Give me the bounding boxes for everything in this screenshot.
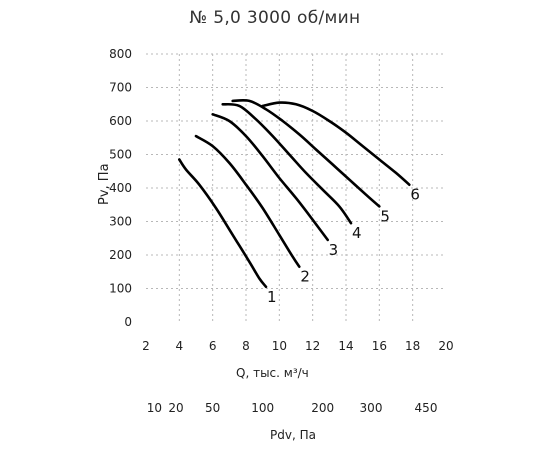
y-tick-label-6: 600 [109,114,132,128]
curve-1 [178,158,268,289]
pdv-tick-label-4: 200 [311,401,334,415]
y-tick-label-4: 400 [109,181,132,195]
x-tick-label-8: 18 [405,339,420,353]
x-tick-label-5: 12 [305,339,320,353]
pdv-axis-ticks: 10 20 50 100 200 300 450 [147,401,438,415]
y-tick-label-7: 700 [109,81,132,95]
secondary-axis-label: Pdv, Па [270,428,316,442]
curve-3 [211,113,329,242]
curve-label-3: 3 [329,241,339,259]
y-tick-label-8: 800 [109,47,132,61]
y-tick-label-5: 500 [109,148,132,162]
pdv-tick-label-0: 10 [147,401,162,415]
chart-title: № 5,0 3000 об/мин [189,8,361,28]
x-tick-label-7: 16 [372,339,387,353]
curve-label-6: 6 [410,186,420,204]
x-tick-label-3: 8 [242,339,250,353]
pdv-tick-label-5: 300 [360,401,383,415]
x-axis-label: Q, тыс. м³/ч [236,366,309,380]
pdv-tick-label-3: 100 [251,401,274,415]
x-tick-label-0: 2 [142,339,150,353]
y-tick-label-1: 100 [109,282,132,296]
x-tick-label-2: 6 [209,339,217,353]
y-tick-label-3: 300 [109,215,132,229]
y-tick-label-0: 0 [124,315,132,329]
curve-2 [194,134,301,268]
pdv-tick-label-2: 50 [205,401,220,415]
x-tick-label-1: 4 [176,339,184,353]
y-axis-label: Pv, Па [97,163,112,205]
pdv-tick-label-1: 20 [168,401,183,415]
x-tick-label-9: 20 [438,339,453,353]
x-axis-ticks: 2 4 6 8 10 12 14 16 18 20 [142,339,453,353]
x-tick-label-6: 14 [338,339,353,353]
curve-label-5: 5 [380,207,390,225]
y-tick-label-2: 200 [109,248,132,262]
curves [178,98,411,289]
grid [146,53,446,322]
x-tick-label-4: 10 [272,339,287,353]
y-axis-ticks: 0 100 200 300 400 500 600 700 800 [109,47,132,329]
curve-label-4: 4 [352,224,362,242]
curve-4 [221,102,353,225]
curve-6 [261,101,411,186]
curve-5 [231,98,381,208]
curve-label-2: 2 [300,268,310,286]
curve-labels: 1 2 345 6 [267,186,420,306]
curve-label-1: 1 [267,288,277,306]
pdv-tick-label-6: 450 [415,401,438,415]
